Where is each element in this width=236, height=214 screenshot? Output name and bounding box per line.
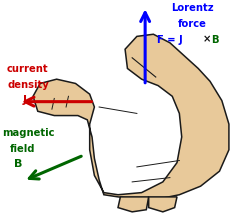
Polygon shape (118, 197, 149, 212)
Text: density: density (7, 80, 49, 90)
Text: J: J (22, 95, 26, 105)
Text: force: force (178, 19, 207, 29)
Text: F = J: F = J (157, 35, 183, 45)
Text: magnetic: magnetic (2, 128, 55, 138)
Text: B: B (14, 159, 22, 169)
Text: current: current (7, 64, 49, 74)
Polygon shape (149, 197, 177, 212)
Text: field: field (9, 144, 35, 154)
Polygon shape (33, 34, 229, 199)
Text: Lorentz: Lorentz (171, 3, 214, 13)
Text: ×: × (202, 35, 211, 45)
Text: B: B (211, 35, 219, 45)
